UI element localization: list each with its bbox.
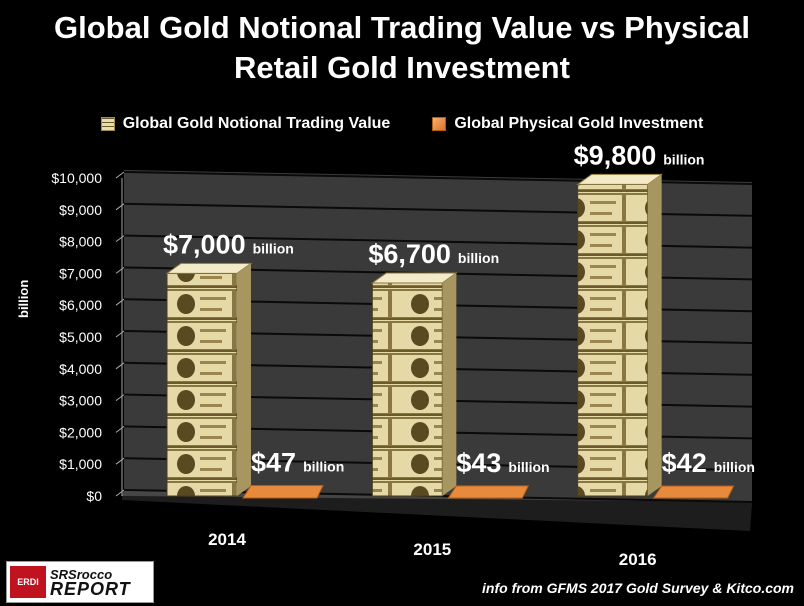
data-label-unit: billion	[714, 459, 755, 475]
data-label-value: $7,000	[163, 229, 246, 259]
bar-notional-top	[370, 272, 458, 284]
y-tick-mark	[115, 235, 125, 243]
gold-certificate-stack-icon	[100, 117, 115, 131]
y-tick-mark	[115, 298, 125, 306]
data-label-physical: $42 billion	[662, 448, 755, 478]
y-tick-label: $1,000	[59, 456, 102, 472]
y-tick-label: $8,000	[59, 234, 102, 250]
bar-physical	[447, 485, 530, 499]
y-axis-label: billion	[16, 279, 31, 318]
chart-title-line-2: Retail Gold Investment	[234, 50, 570, 85]
y-tick-mark	[115, 425, 125, 433]
y-tick-label: $10,000	[51, 170, 102, 186]
y-tick-mark	[115, 489, 125, 497]
data-label-notional: $9,800 billion	[574, 140, 705, 170]
bar-notional	[166, 272, 238, 497]
logo-text: SRSrocco REPORT	[50, 567, 131, 599]
legend: Global Gold Notional Trading Value Globa…	[0, 115, 804, 133]
y-tick-mark	[115, 203, 125, 211]
srsrocco-logo: ERDI SRSrocco REPORT	[6, 561, 154, 603]
legend-label-physical: Global Physical Gold Investment	[454, 115, 704, 132]
data-label-value: $47	[251, 448, 296, 478]
data-label-unit: billion	[458, 250, 499, 266]
y-tick-mark	[115, 457, 125, 465]
logo-line-1: SRSrocco	[50, 567, 113, 582]
y-tick-label: $5,000	[59, 329, 102, 345]
legend-item-notional: Global Gold Notional Trading Value	[100, 115, 391, 133]
bar-notional-top	[165, 262, 253, 274]
bar-notional	[371, 282, 443, 497]
chart-title: Global Gold Notional Trading Value vs Ph…	[0, 8, 804, 88]
bar-notional-side	[237, 263, 251, 496]
y-tick-mark	[115, 266, 125, 274]
data-label-physical: $43 billion	[456, 448, 549, 478]
logo-line-2: REPORT	[50, 579, 131, 599]
bar-notional-side	[647, 174, 662, 497]
bar-notional	[577, 183, 649, 497]
data-label-physical: $47 billion	[251, 448, 344, 478]
bar-notional-side	[442, 272, 457, 496]
data-label-unit: billion	[253, 240, 294, 256]
data-label-unit: billion	[303, 459, 344, 475]
x-tick-label: 2016	[619, 550, 657, 569]
x-tick-label: 2014	[208, 530, 246, 549]
orange-square-icon	[432, 117, 447, 131]
x-tick-label: 2015	[413, 540, 451, 559]
y-tick-mark	[115, 362, 125, 370]
data-label-notional: $6,700 billion	[368, 239, 499, 269]
y-tick-label: $7,000	[59, 265, 102, 281]
y-tick-mark	[115, 394, 125, 402]
legend-item-physical: Global Physical Gold Investment	[432, 115, 703, 133]
data-label-value: $43	[456, 448, 501, 478]
bar-physical	[242, 485, 324, 499]
data-label-unit: billion	[663, 151, 704, 167]
y-tick-mark	[115, 171, 125, 179]
chart-floor-edge	[122, 496, 752, 531]
logo-badge: ERDI	[10, 566, 46, 598]
y-tick-label: $9,000	[59, 202, 102, 218]
chart-title-line-1: Global Gold Notional Trading Value vs Ph…	[54, 10, 750, 45]
data-label-unit: billion	[508, 459, 549, 475]
data-label-value: $6,700	[368, 239, 451, 269]
bar-physical	[652, 485, 735, 499]
y-tick-label: $3,000	[59, 393, 102, 409]
data-label-notional: $7,000 billion	[163, 229, 294, 259]
y-tick-label: $6,000	[59, 297, 102, 313]
legend-label-notional: Global Gold Notional Trading Value	[122, 115, 391, 132]
y-tick-mark	[115, 330, 125, 338]
y-tick-label: $2,000	[59, 424, 102, 440]
bar-notional-top	[576, 173, 664, 185]
data-label-value: $9,800	[574, 140, 657, 170]
source-note: info from GFMS 2017 Gold Survey & Kitco.…	[482, 580, 794, 596]
y-tick-label: $4,000	[59, 361, 102, 377]
data-label-value: $42	[662, 448, 707, 478]
y-tick-label: $0	[86, 488, 102, 504]
